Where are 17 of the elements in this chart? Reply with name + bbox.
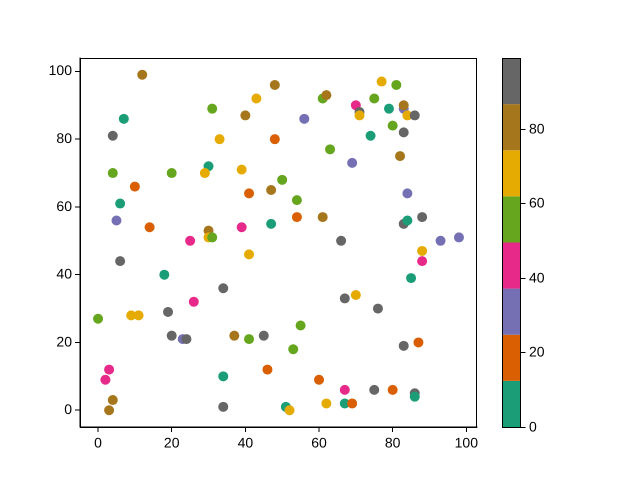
- y-tick-label: 40: [56, 266, 72, 282]
- x-tick-label: 40: [238, 434, 254, 450]
- x-tick-label: 60: [311, 434, 328, 450]
- color-bar-label: 0: [529, 418, 537, 434]
- x-tick-label: 20: [164, 434, 180, 450]
- color-bar-label: 60: [529, 194, 545, 210]
- color-bar-label: 20: [529, 343, 545, 360]
- x-tick-label: 100: [454, 434, 478, 450]
- y-tick-label: 100: [48, 62, 72, 78]
- y-tick-label: 20: [56, 333, 72, 350]
- color-bar-label: 80: [529, 120, 545, 136]
- x-tick-label: 80: [384, 434, 401, 450]
- color-bar-label: 40: [529, 269, 545, 286]
- y-tick-label: 80: [56, 130, 72, 146]
- x-tick-label: 0: [94, 434, 102, 450]
- y-tick-label: 0: [64, 401, 72, 418]
- y-tick-label: 60: [56, 198, 72, 214]
